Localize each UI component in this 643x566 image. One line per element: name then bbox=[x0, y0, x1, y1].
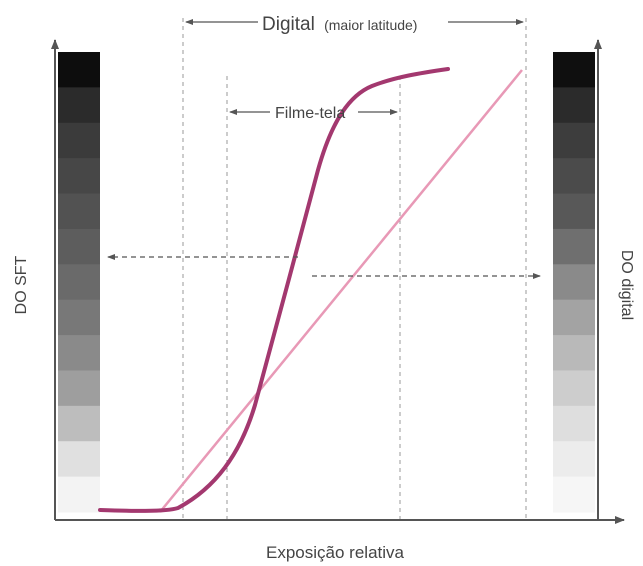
strip-right-step bbox=[553, 52, 595, 88]
strip-right-step bbox=[553, 370, 595, 407]
strip-right-step bbox=[553, 299, 595, 336]
strip-left-step bbox=[58, 122, 100, 159]
y-axis-right-label: DO digital bbox=[618, 250, 635, 320]
strip-left-step bbox=[58, 441, 100, 478]
grayscale-strip-left bbox=[58, 52, 100, 513]
grayscale-strip-right bbox=[553, 52, 595, 513]
strip-right-step bbox=[553, 228, 595, 265]
strip-left-step bbox=[58, 476, 100, 513]
x-axis-label: Exposição relativa bbox=[266, 543, 405, 562]
film-characteristic-curve bbox=[98, 67, 450, 513]
strip-right-step bbox=[553, 441, 595, 478]
strip-right-step bbox=[553, 476, 595, 513]
strip-left-step bbox=[58, 370, 100, 407]
digital-response-line bbox=[159, 69, 523, 513]
strip-left-step bbox=[58, 264, 100, 301]
strip-right-step bbox=[553, 405, 595, 442]
strip-right-step bbox=[553, 335, 595, 371]
digital-label: Digital bbox=[262, 14, 315, 35]
strip-left-step bbox=[58, 52, 100, 88]
strip-left-step bbox=[58, 335, 100, 371]
strip-left-step bbox=[58, 228, 100, 265]
strip-left-step bbox=[58, 405, 100, 442]
strip-right-step bbox=[553, 122, 595, 159]
strip-right-step bbox=[553, 87, 595, 124]
strip-left-step bbox=[58, 299, 100, 336]
film-label: Filme-tela bbox=[275, 105, 345, 122]
strip-right-step bbox=[553, 158, 595, 195]
strip-left-step bbox=[58, 87, 100, 124]
y-axis-left-label: DO SFT bbox=[13, 255, 30, 314]
strip-left-step bbox=[58, 193, 100, 230]
strip-right-step bbox=[553, 193, 595, 230]
strip-right-step bbox=[553, 264, 595, 301]
strip-left-step bbox=[58, 158, 100, 195]
digital-latitude-note: (maior latitude) bbox=[324, 17, 417, 33]
svg-text:Digital (maior latitude): Digital (maior latitude) bbox=[262, 14, 417, 35]
